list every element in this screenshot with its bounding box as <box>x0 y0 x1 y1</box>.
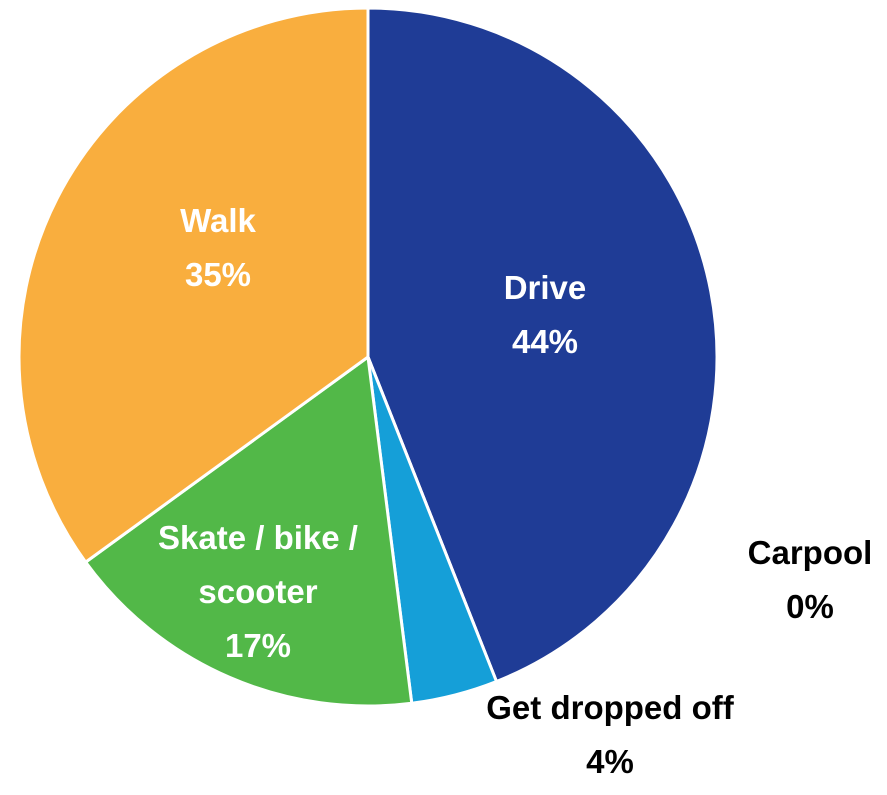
category-label: Drive <box>503 269 587 306</box>
value-label: 4% <box>586 743 634 780</box>
pie-slice <box>17 6 370 564</box>
slice-label: Walk 35% <box>118 194 318 302</box>
slice-label: Carpool 0% <box>710 526 887 634</box>
category-label: Carpool <box>747 534 873 571</box>
pie-slice <box>84 355 414 708</box>
category-label: Skate / bike / scooter <box>158 519 358 610</box>
pie-slice <box>366 6 719 683</box>
slice-label: Get dropped off 4% <box>440 681 780 789</box>
slice-label: Drive 44% <box>395 261 695 369</box>
category-label: Walk <box>180 202 256 239</box>
value-label: 44% <box>511 323 579 360</box>
slice-label: Skate / bike / scooter 17% <box>133 511 383 673</box>
value-label: 0% <box>786 588 834 625</box>
category-label: Get dropped off <box>486 689 734 726</box>
value-label: 17% <box>224 627 292 664</box>
value-label: 35% <box>184 256 252 293</box>
